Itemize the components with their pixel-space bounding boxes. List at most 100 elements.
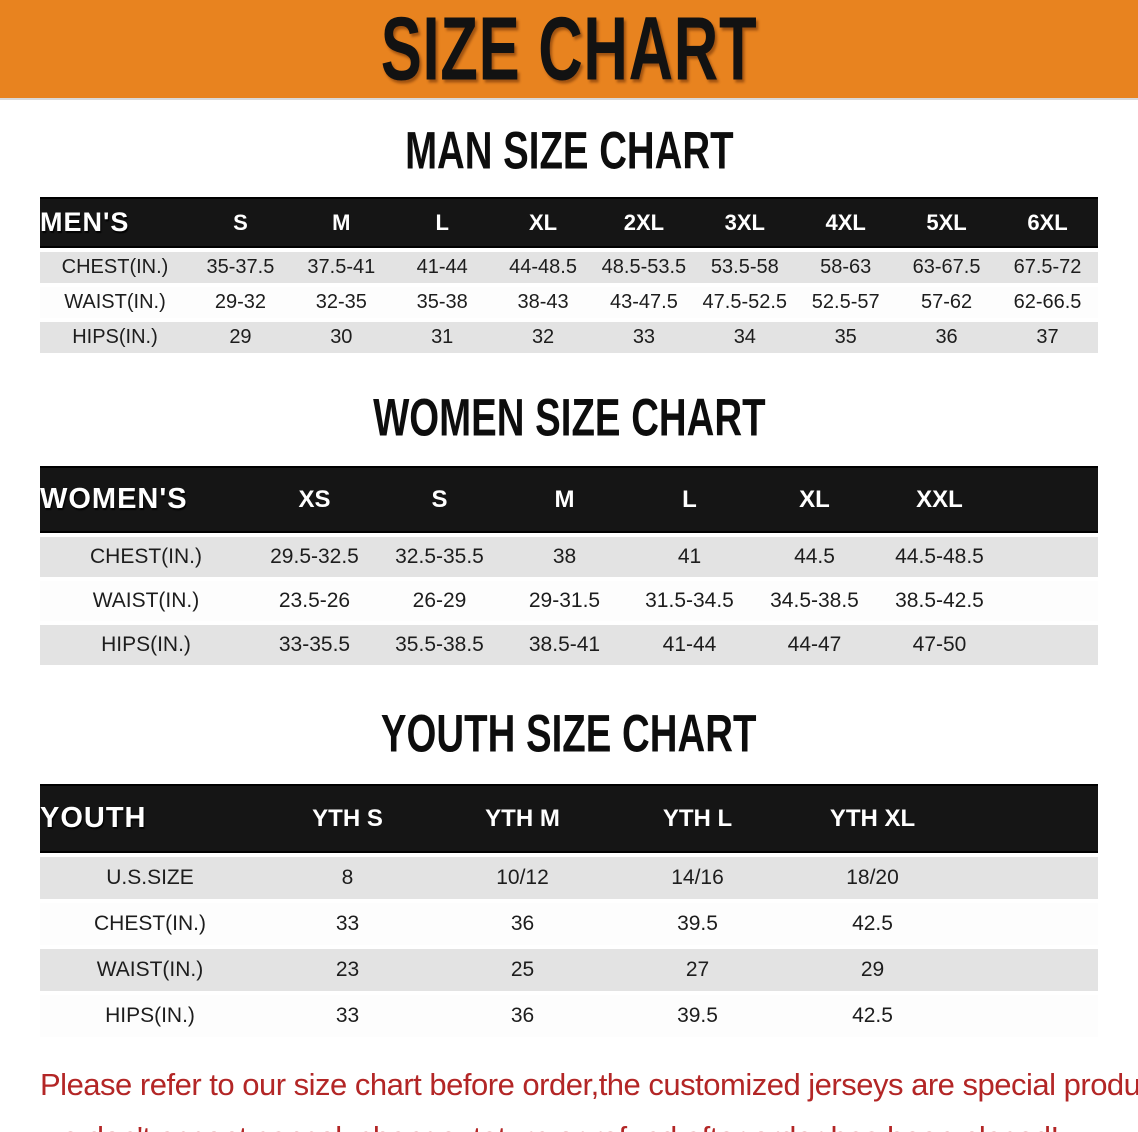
row-label: WAIST(IN.) [40,581,252,621]
row-label: HIPS(IN.) [40,625,252,665]
row-label: HIPS(IN.) [40,322,190,353]
women-section: WOMEN SIZE CHART WOMEN'S XS S M L XL XXL CHEST(… [0,389,1138,669]
table-cell: 42.5 [785,903,960,945]
banner: SIZE CHART [0,0,1138,100]
table-row: HIPS(IN.) 33 36 39.5 42.5 [40,995,1098,1037]
column-header: XXL [877,466,1002,533]
table-cell: 29.5-32.5 [252,537,377,577]
row-label: WAIST(IN.) [40,287,190,318]
table-cell: 35-37.5 [190,252,291,283]
table-cell: 29 [190,322,291,353]
youth-heading-text: YOUTH SIZE CHART [381,705,757,764]
table-corner-label: WOMEN'S [40,466,252,533]
men-section: MAN SIZE CHART MEN'S S M L XL 2XL 3XL 4XL 5XL 6XL… [0,122,1138,357]
row-label: CHEST(IN.) [40,252,190,283]
table-row: HIPS(IN.) 29 30 31 32 33 34 35 36 37 [40,322,1098,353]
table-row: CHEST(IN.) 33 36 39.5 42.5 [40,903,1098,945]
table-cell: 35.5-38.5 [377,625,502,665]
women-table-wrap: WOMEN'S XS S M L XL XXL CHEST(IN.) 29.5-32.5 32.5… [40,462,1098,669]
table-cell: 38.5-42.5 [877,581,1002,621]
table-cell: 37.5-41 [290,252,392,283]
table-corner-label: YOUTH [40,784,260,853]
column-header: L [627,466,752,533]
column-header: XS [252,466,377,533]
table-cell: 37 [997,322,1098,353]
column-header: 2XL [593,197,695,248]
table-cell: 44-48.5 [492,252,594,283]
table-cell: 41-44 [627,625,752,665]
table-cell: 38 [502,537,627,577]
table-cell: 52.5-57 [795,287,897,318]
column-header: 6XL [997,197,1098,248]
row-filler [1002,625,1098,665]
column-header: 3XL [694,197,796,248]
banner-title: SIZE CHART [380,0,758,99]
table-cell: 41-44 [391,252,493,283]
column-header: M [290,197,392,248]
table-cell: 33 [593,322,695,353]
women-size-table: WOMEN'S XS S M L XL XXL CHEST(IN.) 29.5-32.5 32.5… [40,462,1098,669]
row-label: WAIST(IN.) [40,949,260,991]
table-row: CHEST(IN.) 29.5-32.5 32.5-35.5 38 41 44.5 44.5… [40,537,1098,577]
men-size-table: MEN'S S M L XL 2XL 3XL 4XL 5XL 6XL CHEST(IN.) 35-37… [40,193,1098,357]
table-cell: 58-63 [795,252,897,283]
column-header: 4XL [795,197,897,248]
row-filler [1002,581,1098,621]
table-cell: 34.5-38.5 [752,581,877,621]
table-cell: 18/20 [785,857,960,899]
table-cell: 23 [260,949,435,991]
table-cell: 47.5-52.5 [694,287,796,318]
table-cell: 29-31.5 [502,581,627,621]
header-filler [960,784,1098,853]
row-filler [960,857,1098,899]
men-heading-text: MAN SIZE CHART [404,122,734,181]
row-filler [960,949,1098,991]
table-cell: 27 [610,949,785,991]
column-header: XL [492,197,594,248]
table-cell: 62-66.5 [997,287,1098,318]
table-cell: 38-43 [492,287,594,318]
column-header: L [391,197,493,248]
table-cell: 43-47.5 [593,287,695,318]
table-cell: 48.5-53.5 [593,252,695,283]
column-header: YTH XL [785,784,960,853]
table-cell: 10/12 [435,857,610,899]
table-row: WAIST(IN.) 29-32 32-35 35-38 38-43 43-47.5 47.… [40,287,1098,318]
table-cell: 29 [785,949,960,991]
table-cell: 38.5-41 [502,625,627,665]
men-heading: MAN SIZE CHART [0,122,1138,181]
table-cell: 32.5-35.5 [377,537,502,577]
table-row: WAIST(IN.) 23.5-26 26-29 29-31.5 31.5-34.5 34… [40,581,1098,621]
table-cell: 39.5 [610,995,785,1037]
table-corner-label: MEN'S [40,197,190,248]
table-cell: 31 [391,322,493,353]
table-row: CHEST(IN.) 35-37.5 37.5-41 41-44 44-48.5 48.5… [40,252,1098,283]
table-cell: 36 [435,903,610,945]
table-row: HIPS(IN.) 33-35.5 35.5-38.5 38.5-41 41-44 44-… [40,625,1098,665]
table-cell: 44.5-48.5 [877,537,1002,577]
row-label: HIPS(IN.) [40,995,260,1037]
table-cell: 33 [260,903,435,945]
table-cell: 36 [435,995,610,1037]
column-header: 5XL [896,197,997,248]
table-cell: 42.5 [785,995,960,1037]
table-cell: 8 [260,857,435,899]
table-row: U.S.SIZE 8 10/12 14/16 18/20 [40,857,1098,899]
table-cell: 32 [492,322,594,353]
table-cell: 63-67.5 [896,252,997,283]
table-cell: 44-47 [752,625,877,665]
table-cell: 53.5-58 [694,252,796,283]
row-filler [960,995,1098,1037]
header-row: WOMEN'S XS S M L XL XXL [40,466,1098,533]
row-label: CHEST(IN.) [40,537,252,577]
youth-table-wrap: YOUTH YTH S YTH M YTH L YTH XL U.S.SIZE 8 10/12… [40,780,1098,1041]
disclaimer-line-1: Please refer to our size chart before or… [40,1067,1138,1102]
disclaimer-line-2: we don't accept cancel, change, teturn o… [40,1116,1098,1132]
table-row: WAIST(IN.) 23 25 27 29 [40,949,1098,991]
column-header: S [377,466,502,533]
table-cell: 33-35.5 [252,625,377,665]
header-row: YOUTH YTH S YTH M YTH L YTH XL [40,784,1098,853]
table-cell: 33 [260,995,435,1037]
youth-heading: YOUTH SIZE CHART [0,705,1138,764]
